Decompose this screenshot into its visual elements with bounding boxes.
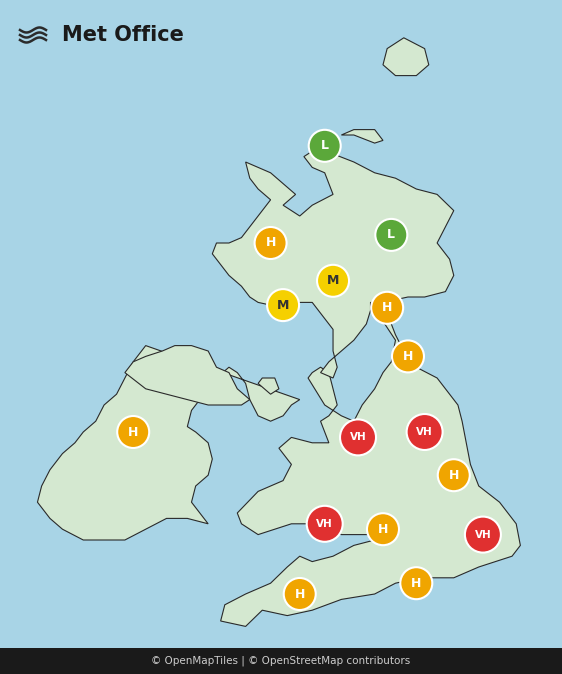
Circle shape [375,219,407,251]
Polygon shape [221,303,520,626]
Circle shape [117,416,149,448]
Text: H: H [411,577,422,590]
Text: H: H [128,425,138,439]
Circle shape [307,506,343,542]
Circle shape [465,516,501,553]
Text: H: H [448,468,459,482]
Text: VH: VH [350,433,366,442]
Text: VH: VH [316,519,333,529]
Polygon shape [125,346,250,405]
Polygon shape [383,38,429,75]
Circle shape [438,459,470,491]
Circle shape [400,568,432,599]
Polygon shape [341,129,383,143]
Text: © OpenMapTiles | © OpenStreetMap contributors: © OpenMapTiles | © OpenStreetMap contrib… [151,656,411,667]
Polygon shape [38,346,300,540]
Circle shape [367,513,399,545]
Circle shape [267,289,299,321]
Text: L: L [387,228,395,241]
Text: VH: VH [474,530,491,540]
Text: VH: VH [416,427,433,437]
Circle shape [407,414,443,450]
Circle shape [392,340,424,373]
Text: H: H [294,588,305,601]
Text: M: M [277,299,289,311]
Circle shape [340,419,376,456]
Circle shape [255,227,287,259]
Circle shape [317,265,349,297]
Text: H: H [265,237,276,249]
Text: H: H [378,523,388,536]
Circle shape [284,578,316,610]
Bar [0,648,562,674]
Circle shape [309,130,341,162]
Text: L: L [321,140,329,152]
Text: M: M [327,274,339,287]
Text: H: H [403,350,413,363]
Polygon shape [212,151,454,378]
Text: H: H [382,301,392,314]
Text: Met Office: Met Office [62,25,184,45]
Circle shape [371,292,403,324]
Polygon shape [258,378,279,394]
